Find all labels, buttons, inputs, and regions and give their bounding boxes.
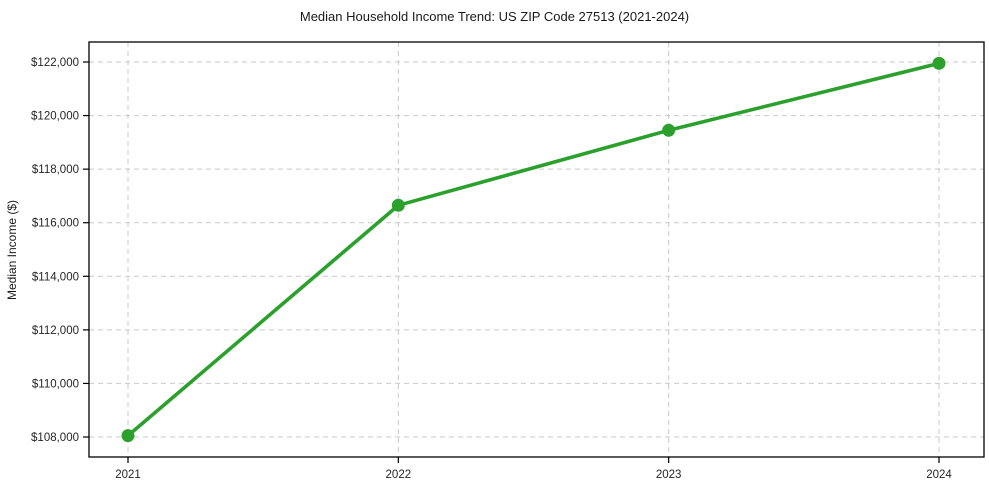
- y-axis-label: Median Income ($): [5, 200, 19, 300]
- y-tick-label: $122,000: [31, 57, 79, 69]
- y-tick-label: $114,000: [32, 271, 79, 283]
- y-tick-label: $116,000: [32, 218, 79, 230]
- x-tick-label: 2024: [926, 469, 952, 481]
- plot-frame: [88, 41, 985, 458]
- chart-title: Median Household Income Trend: US ZIP Co…: [299, 9, 690, 24]
- data-point-marker: [932, 56, 946, 70]
- y-tick-label: $108,000: [31, 432, 79, 444]
- data-point-marker: [391, 198, 405, 212]
- y-tick-label: $110,000: [32, 378, 79, 390]
- y-tick-label: $112,000: [32, 325, 79, 337]
- data-point-marker: [662, 123, 676, 137]
- x-tick-label: 2022: [386, 469, 412, 481]
- y-tick-label: $120,000: [31, 111, 79, 123]
- x-tick-label: 2023: [656, 469, 682, 481]
- y-tick-label: $118,000: [32, 164, 79, 176]
- x-tick-label: 2021: [115, 469, 141, 481]
- income-trend-line: [126, 61, 941, 438]
- data-point-marker: [121, 429, 135, 443]
